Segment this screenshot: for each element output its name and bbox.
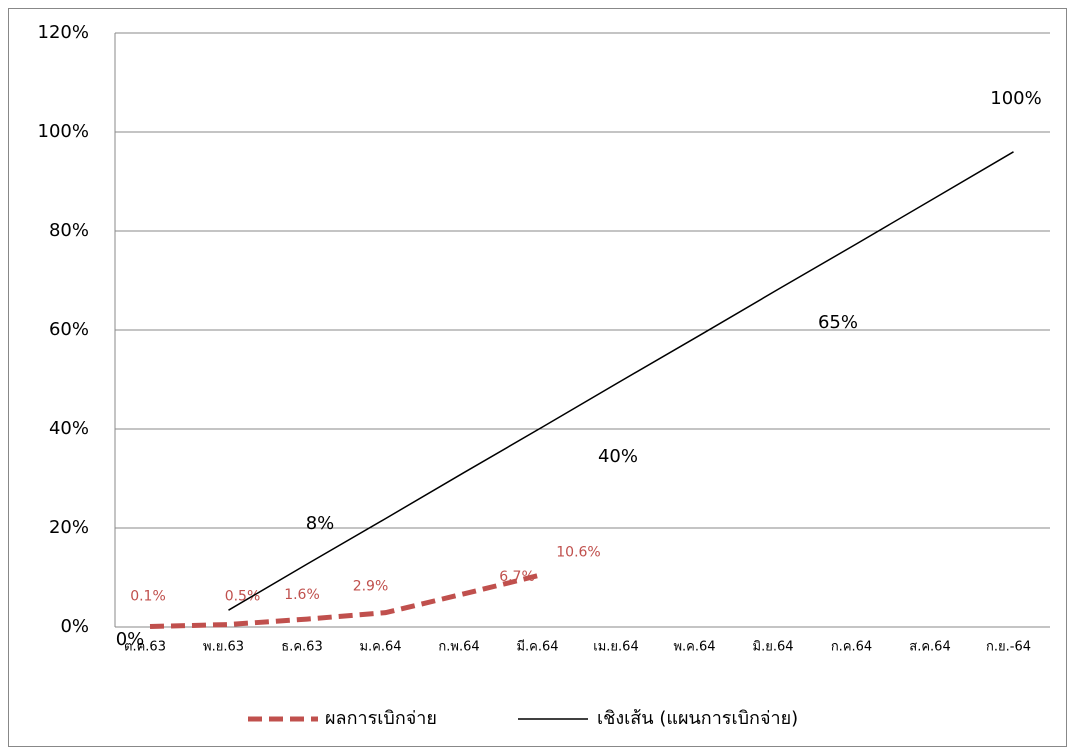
data-label: 0.5% [225,589,261,605]
data-label: 0.1% [130,589,166,605]
series-line [149,572,544,630]
x-tick-label: เม.ย.64 [593,640,638,655]
y-tick-label: 0% [60,616,89,637]
x-tick-label: พ.ค.64 [673,640,715,655]
x-tick-label: มิ.ย.64 [753,640,794,655]
annotation: 65% [818,312,858,333]
y-tick-label: 60% [49,319,89,340]
x-tick-label: มี.ค.64 [516,639,558,655]
y-tick-label: 20% [49,517,89,538]
x-tick-label: พ.ย.63 [203,640,244,655]
series-line [228,151,1014,611]
chart-border [8,8,1067,747]
annotation: 40% [598,446,638,467]
legend-label: ผลการเบิกจ่าย [325,708,437,729]
annotation: 100% [990,88,1041,109]
y-tick-label: 100% [38,121,89,142]
annotation: 8% [306,513,335,534]
y-tick-label: 120% [38,22,89,43]
y-tick-label: 40% [49,418,89,439]
x-tick-label: ก.ย.-64 [986,640,1031,655]
y-tick-label: 80% [49,220,89,241]
x-tick-label: ธ.ค.63 [281,640,322,655]
data-label: 2.9% [353,579,389,595]
annotation: 0% [116,629,145,650]
x-tick-label: ก.พ.64 [438,640,479,655]
legend-label: เชิงเส้น (แผนการเบิกจ่าย) [597,708,798,729]
data-label: 6.7% [499,569,535,585]
x-tick-label: ส.ค.64 [909,640,950,655]
data-label: 1.6% [284,587,320,603]
x-tick-label: ม.ค.64 [359,640,401,655]
data-label: 10.6% [556,545,600,561]
x-tick-label: ต.ค.63 [124,640,166,655]
x-tick-label: ก.ค.64 [831,640,872,655]
